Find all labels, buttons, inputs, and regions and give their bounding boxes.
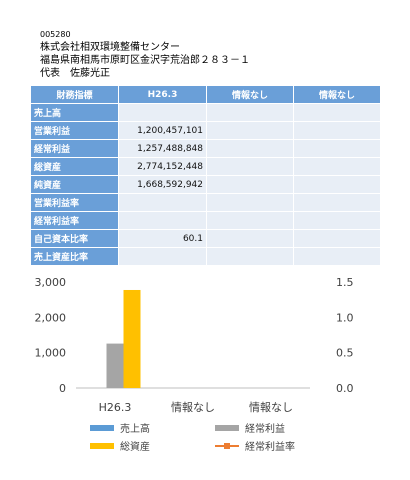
table-cell	[293, 211, 381, 230]
table-row: 総資産 2,774,152,448	[30, 157, 381, 176]
table-cell	[206, 157, 294, 176]
company-name: 株式会社相双環境整備センター	[40, 42, 180, 53]
row-label: 経常利益率	[30, 211, 119, 230]
table-cell	[293, 247, 381, 266]
table-cell	[206, 247, 294, 266]
table-cell	[206, 175, 294, 194]
table-cell: 1,668,592,942	[118, 175, 207, 194]
table-cell: 60.1	[118, 229, 207, 248]
table-header-row: 財務指標 H26.3 情報なし 情報なし	[30, 85, 381, 104]
table-row: 自己資本比率 60.1	[30, 229, 381, 248]
table-header: 財務指標	[30, 85, 119, 104]
company-code: 005280	[40, 30, 71, 39]
table-row: 売上高	[30, 103, 381, 122]
table-header: 情報なし	[206, 85, 294, 104]
bar	[106, 343, 124, 388]
row-label: 経常利益	[30, 139, 119, 158]
table-cell	[118, 247, 207, 266]
company-representative: 代表 佐藤光正	[40, 67, 250, 80]
table-cell: 1,257,488,848	[118, 139, 207, 158]
table-cell	[118, 193, 207, 212]
table-cell	[206, 103, 294, 122]
row-label: 売上高	[30, 103, 119, 122]
legend-marker	[224, 443, 230, 449]
row-label: 総資産	[30, 157, 119, 176]
y-right-tick-label: 0.5	[336, 347, 354, 360]
table-cell	[206, 139, 294, 158]
table-row: 経常利益率	[30, 211, 381, 230]
y-left-tick-label: 1,000	[35, 347, 67, 360]
company-header: 005280 株式会社相双環境整備センター 福島県南相馬市原町区金沢字荒治郎２８…	[40, 28, 250, 80]
table-header: H26.3	[118, 85, 207, 104]
legend-label: 総資産	[120, 440, 150, 453]
table-row: 営業利益 1,200,457,101	[30, 121, 381, 140]
legend-label: 経常利益率	[245, 440, 295, 453]
table-cell	[293, 193, 381, 212]
legend-label: 売上高	[120, 422, 150, 435]
table-row: 営業利益率	[30, 193, 381, 212]
financial-chart: 0 1,000 2,000 3,000 0.0 0.5 1.0 1.5 H26.3 情報なし 情報な…	[35, 276, 354, 453]
y-right-tick-label: 1.5	[336, 276, 354, 289]
table-cell	[206, 193, 294, 212]
row-label: 売上資産比率	[30, 247, 119, 266]
row-label: 純資産	[30, 175, 119, 194]
table-cell: 1,200,457,101	[118, 121, 207, 140]
table-cell	[206, 121, 294, 140]
legend-swatch	[215, 425, 239, 431]
bar	[123, 289, 141, 388]
table-row: 経常利益 1,257,488,848	[30, 139, 381, 158]
company-address: 福島県南相馬市原町区金沢字荒治郎２８３－１	[40, 55, 250, 66]
table-cell	[118, 103, 207, 122]
row-label: 自己資本比率	[30, 229, 119, 248]
y-left-tick-label: 2,000	[35, 311, 67, 324]
table-header: 情報なし	[293, 85, 381, 104]
table-cell	[293, 175, 381, 194]
table-cell	[118, 211, 207, 230]
table-cell	[206, 211, 294, 230]
rep-name: 佐藤光正	[70, 68, 110, 79]
legend-swatch	[90, 443, 114, 449]
rep-title: 代表	[40, 68, 60, 79]
row-label: 営業利益率	[30, 193, 119, 212]
x-tick-label: 情報なし	[249, 401, 293, 414]
y-left-tick-label: 0	[59, 382, 66, 395]
legend-label: 経常利益	[245, 422, 285, 435]
financial-table: 財務指標 H26.3 情報なし 情報なし 売上高 営業利益 1,200,457,1…	[30, 85, 381, 266]
x-tick-label: 情報なし	[171, 401, 215, 414]
table-cell	[293, 157, 381, 176]
table-row: 純資産 1,668,592,942	[30, 175, 381, 194]
x-tick-label: H26.3	[99, 401, 132, 414]
table-cell: 2,774,152,448	[118, 157, 207, 176]
y-right-tick-label: 0.0	[336, 382, 354, 395]
table-cell	[206, 229, 294, 248]
legend-swatch	[90, 425, 114, 431]
table-cell	[293, 139, 381, 158]
table-row: 売上資産比率	[30, 247, 381, 266]
table-cell	[293, 121, 381, 140]
table-cell	[293, 103, 381, 122]
y-left-tick-label: 3,000	[35, 276, 67, 289]
table-cell	[293, 229, 381, 248]
row-label: 営業利益	[30, 121, 119, 140]
y-right-tick-label: 1.0	[336, 311, 354, 324]
